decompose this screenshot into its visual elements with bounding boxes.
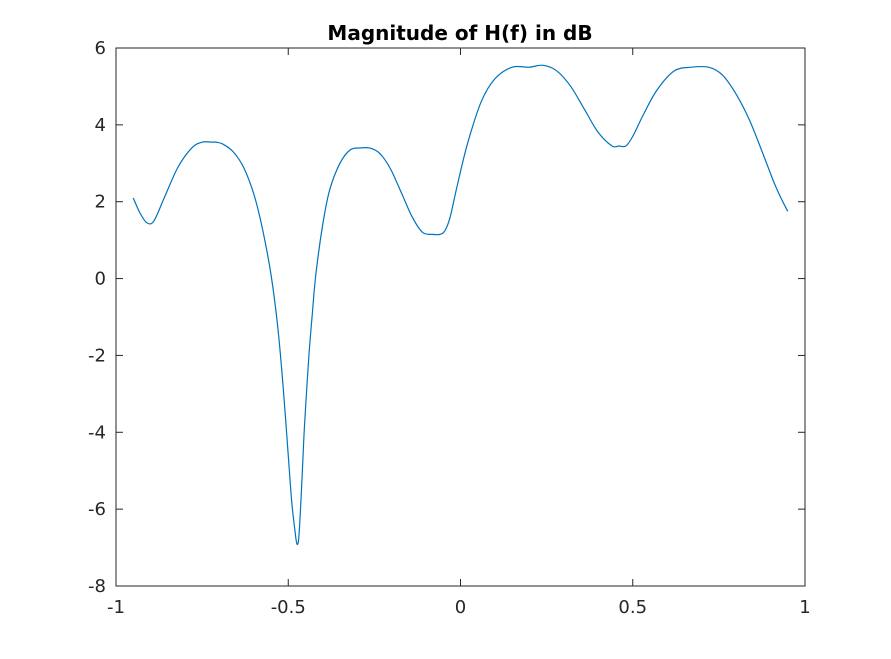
y-tick-label: -4 [88,422,106,443]
y-tick-label: -2 [88,345,106,366]
x-tick-label: 1 [799,597,810,618]
axes-box [115,47,806,587]
x-tick-label: 0.5 [618,597,647,618]
y-tick-label: 2 [95,192,106,213]
y-tick-label: -6 [88,499,106,520]
plot-area [116,48,805,586]
x-tick-label: -1 [107,597,125,618]
x-tick-label: -0.5 [271,597,306,618]
y-tick-label: -8 [88,576,106,597]
y-tick-label: 4 [95,115,106,136]
y-tick-label: 0 [95,269,106,290]
axes-frame [115,47,806,587]
chart-title: Magnitude of H(f) in dB [327,21,592,45]
series-layer [132,64,789,546]
axis-tick-labels: -1 -0.5 0 0.5 1 -8 -6 -4 -2 0 2 4 6 [88,38,811,618]
series-line [132,64,789,546]
axes-background [116,48,805,586]
x-tick-label: 0 [455,597,466,618]
y-tick-label: 6 [95,38,106,59]
